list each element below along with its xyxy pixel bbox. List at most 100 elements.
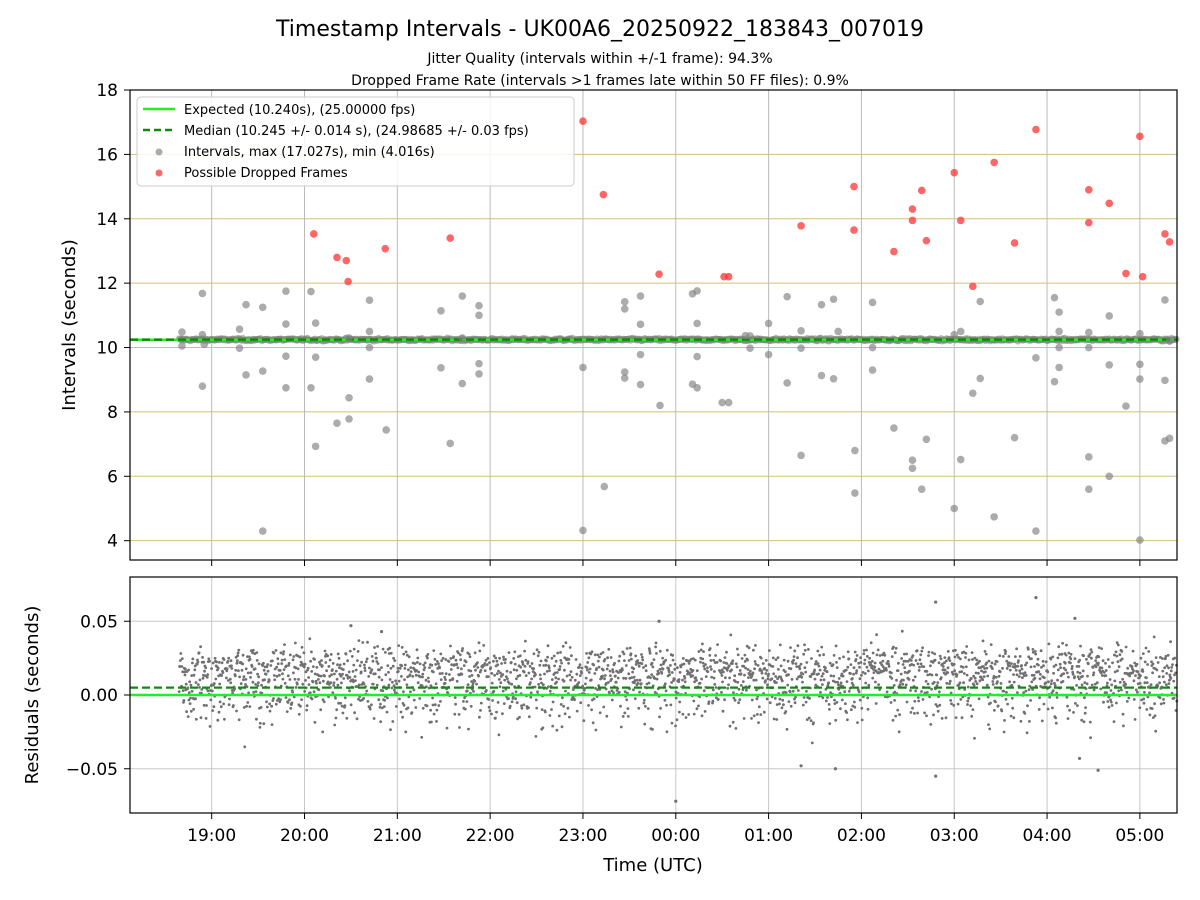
residual-point	[331, 691, 335, 695]
residual-point	[234, 668, 238, 672]
residual-point	[445, 726, 449, 730]
residual-point	[1065, 671, 1069, 675]
interval-point	[1136, 329, 1144, 338]
residual-point	[276, 657, 280, 661]
residual-point	[265, 665, 269, 669]
residual-point	[1047, 680, 1050, 684]
residual-point	[245, 685, 249, 689]
residual-point	[491, 699, 494, 702]
residual-point	[1000, 709, 1004, 713]
residual-point	[1120, 688, 1123, 692]
residual-point	[735, 665, 739, 669]
residual-point	[408, 673, 412, 677]
residual-point	[776, 656, 780, 659]
residual-point	[529, 691, 533, 695]
residual-point	[272, 674, 276, 677]
residual-point	[584, 682, 587, 686]
residual-point	[947, 656, 951, 660]
residual-point	[554, 676, 558, 680]
residual-point	[873, 665, 877, 669]
residual-outlier-point	[934, 600, 938, 604]
dropped-frame-point	[1136, 132, 1144, 141]
residual-point	[817, 672, 820, 676]
residual-point	[755, 713, 759, 716]
residual-point	[327, 665, 331, 668]
residual-point	[619, 725, 623, 729]
residual-point	[467, 652, 471, 656]
residual-point	[273, 667, 277, 671]
residual-point	[538, 673, 542, 677]
residual-point	[1148, 691, 1151, 695]
residual-point	[377, 675, 381, 679]
residual-point	[420, 684, 424, 688]
residual-point	[512, 657, 516, 660]
residual-point	[1145, 708, 1149, 711]
residual-point	[194, 681, 198, 684]
residual-point	[528, 664, 532, 668]
residual-point	[210, 667, 214, 670]
residual-point	[550, 656, 554, 660]
residual-point	[814, 660, 818, 663]
residual-point	[297, 678, 300, 681]
residual-point	[1006, 702, 1009, 706]
residual-point	[196, 683, 200, 686]
residual-point	[363, 669, 367, 672]
residual-point	[831, 663, 835, 667]
residual-point	[325, 669, 328, 673]
residual-point	[674, 724, 677, 728]
residual-point	[321, 730, 325, 734]
residual-point	[339, 701, 342, 705]
residual-point	[1109, 698, 1112, 702]
residual-point	[1007, 655, 1011, 658]
interval-point	[1085, 453, 1093, 461]
residual-point	[858, 698, 862, 702]
interval-point	[829, 374, 838, 383]
residual-point	[498, 656, 501, 660]
residual-point	[619, 704, 622, 708]
residual-point	[286, 674, 290, 678]
residual-point	[813, 668, 816, 672]
residual-point	[972, 674, 976, 678]
residual-point	[786, 683, 790, 687]
residual-point	[594, 728, 598, 732]
residual-point	[938, 690, 941, 694]
residual-point	[675, 718, 679, 722]
residual-point	[617, 659, 621, 663]
residual-point	[218, 700, 222, 704]
residual-point	[1012, 673, 1015, 676]
residual-point	[378, 705, 382, 709]
residual-point	[1072, 688, 1076, 691]
residual-point	[292, 695, 296, 699]
residual-point	[391, 680, 394, 684]
residual-point	[555, 728, 559, 732]
residual-point	[651, 728, 654, 731]
residual-point	[1056, 678, 1059, 682]
residual-point	[734, 680, 737, 683]
interval-point	[600, 482, 609, 491]
residual-point	[821, 672, 825, 675]
residual-point	[1146, 663, 1149, 666]
residual-point	[775, 681, 778, 684]
residual-point	[913, 699, 917, 703]
residual-point	[1076, 704, 1079, 707]
residual-point	[367, 675, 371, 678]
x-tick-label: 19:00	[187, 826, 236, 846]
residual-point	[396, 670, 400, 673]
residuals-y-tick-label: −0.05	[66, 760, 118, 780]
residual-point	[431, 696, 434, 700]
residual-point	[422, 668, 426, 672]
residual-point	[807, 648, 810, 651]
residual-point	[982, 675, 986, 678]
residual-point	[906, 659, 910, 663]
residual-point	[969, 704, 972, 707]
residual-outlier-point	[657, 619, 661, 623]
residual-point	[792, 655, 796, 658]
residual-point	[595, 667, 599, 670]
residual-point	[207, 657, 211, 661]
residual-point	[391, 720, 395, 723]
residual-point	[384, 673, 388, 677]
residual-point	[708, 654, 712, 657]
intervals-y-tick-label: 6	[107, 467, 118, 487]
residual-point	[592, 663, 595, 667]
residual-point	[386, 664, 390, 667]
